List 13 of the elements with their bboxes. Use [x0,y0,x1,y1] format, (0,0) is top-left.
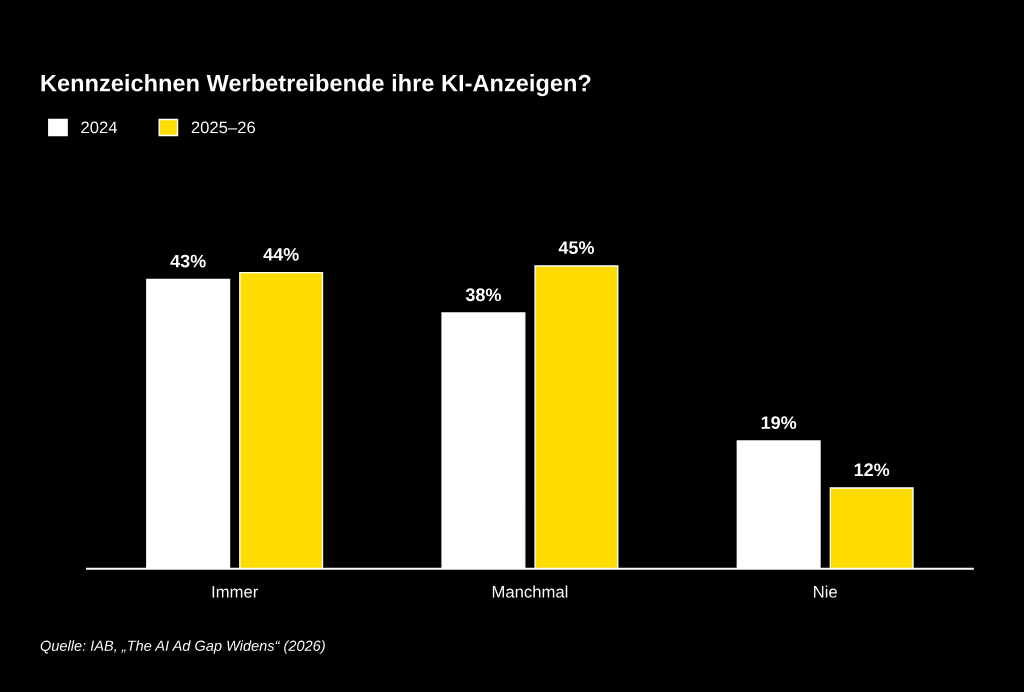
legend-label: 2025–26 [191,121,256,134]
chart-title: Kennzeichnen Werbetreibende ihre KI-Anzeigen? [41,74,591,97]
data-label: 44% [263,248,299,261]
data-label: 12% [854,463,890,477]
source-note: Quelle: IAB, „The AI Ad Gap Widens“ (2026) [40,640,325,654]
x-tick-label: Immer [212,586,258,598]
data-label: 38% [465,288,502,302]
legend-label: 2024 [81,121,118,134]
data-label: 45% [558,241,595,255]
x-tick-label: Nie [814,585,837,598]
data-label: 19% [761,416,797,430]
data-label: 43% [170,254,206,268]
x-tick-label: Manchmal [492,585,568,598]
